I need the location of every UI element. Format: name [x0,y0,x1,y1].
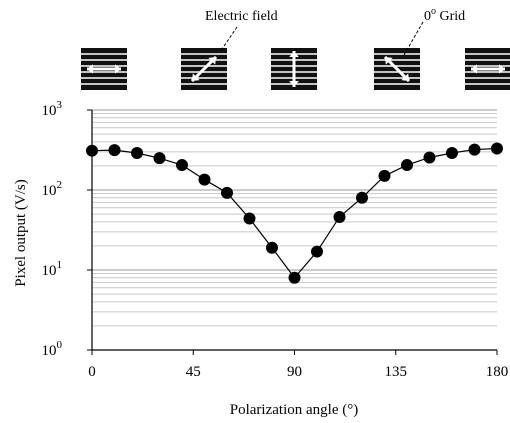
data-point [491,142,503,155]
x-axis-title: Polarization angle (°) [230,402,358,418]
field-arrow-head [191,73,200,82]
polarizer-icons [81,48,510,90]
data-point [378,169,391,182]
field-arrow-head [289,81,299,87]
series-line [91,147,498,279]
field-arrow-head [401,73,410,82]
field-arrow-head [499,64,505,74]
data-point [266,241,278,254]
field-arrow-head [87,64,93,74]
polarizer-icon [465,48,510,90]
data-point [131,147,143,160]
x-tick-label: 0 [88,364,96,380]
y-tick-label: 101 [42,259,63,279]
grid-leader [403,21,424,56]
electric-field-label: Electric field [205,9,278,24]
grid [92,109,497,351]
data-point [153,152,166,165]
x-tick-label: 180 [486,364,509,380]
data-point [401,159,413,172]
grid-label: 0o Grid [424,6,465,24]
y-tick-label: 102 [42,179,63,199]
polarizer-icon [181,48,227,90]
data-point [446,147,458,160]
y-tick-label: 103 [42,99,63,119]
polarizer-icon [81,48,127,90]
field-arrow-head [289,51,299,57]
electric-field-leader [219,26,238,53]
x-tick-label: 90 [287,364,302,380]
data-point [108,144,121,157]
data-point [176,159,188,172]
field-arrow-head [115,64,121,74]
axes: 0 45 90 135 180 100 101 102 103 [42,99,509,380]
data-point [356,191,368,204]
field-arrow-head [384,56,393,65]
data-point [221,186,233,199]
y-axis-title: Pixel output (V/s) [13,179,29,287]
data-series [86,142,503,284]
data-point [333,210,346,223]
data-point [198,173,211,186]
data-point [288,271,301,284]
x-tick-label: 135 [385,364,408,380]
polarizer-icon [271,48,317,90]
y-tick-label: 100 [42,339,63,359]
x-tick-label: 45 [186,364,201,380]
data-point [468,143,481,156]
field-arrow-head [471,64,477,74]
polarizer-icon [374,48,420,90]
data-point [243,212,256,225]
data-point [423,151,436,164]
field-arrow-head [208,56,217,65]
data-point [311,245,323,258]
plot-area: 0 45 90 135 180 100 101 102 103 [42,99,509,380]
